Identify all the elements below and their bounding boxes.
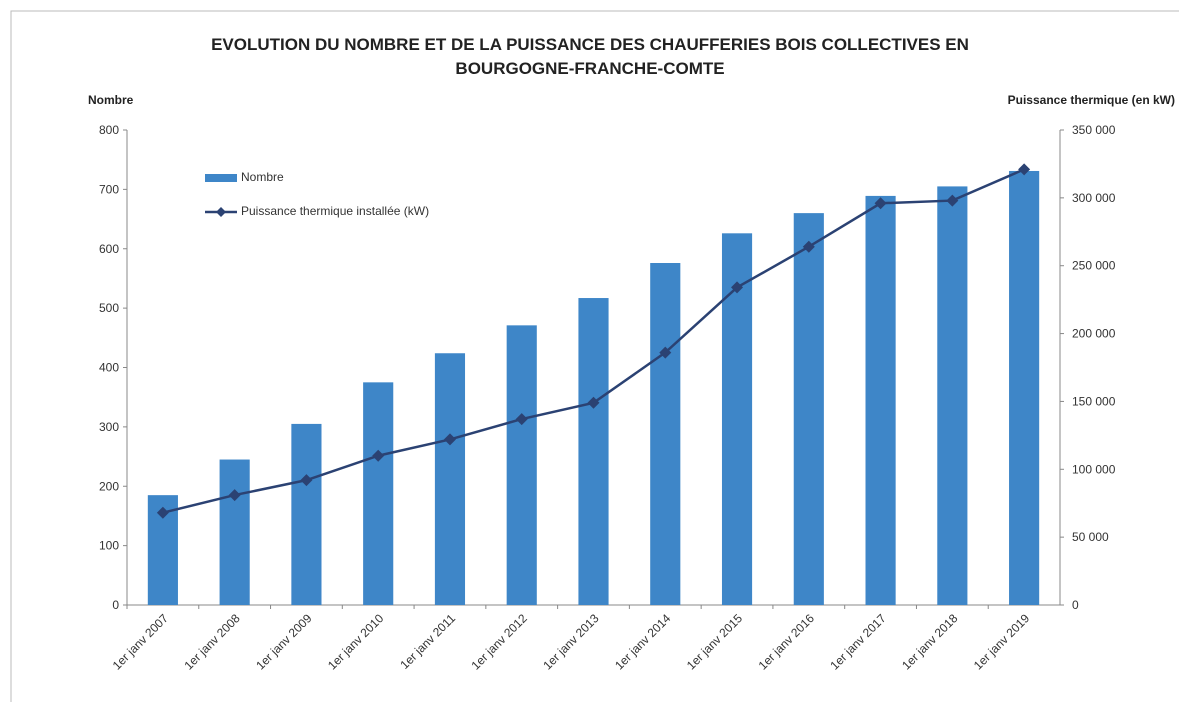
y-tick-label: 200 [99, 479, 119, 493]
y2-axis-label: Puissance thermique (en kW) [1008, 93, 1175, 107]
bar [937, 186, 968, 605]
legend-label: Nombre [241, 170, 284, 184]
marker [874, 197, 887, 210]
chart-title: BOURGOGNE-FRANCHE-COMTE [455, 59, 724, 78]
y2-tick-label: 200 000 [1072, 327, 1116, 341]
x-tick-label: 1er janv 2015 [684, 611, 746, 673]
marker [156, 506, 169, 519]
x-tick-label: 1er janv 2019 [971, 611, 1033, 673]
marker [443, 433, 456, 446]
bar [578, 298, 609, 605]
marker [659, 346, 672, 359]
y-tick-label: 600 [99, 242, 119, 256]
marker [372, 449, 385, 462]
bar [650, 263, 681, 605]
x-tick-label: 1er janv 2010 [325, 611, 387, 673]
y2-tick-label: 150 000 [1072, 394, 1116, 408]
marker [802, 240, 815, 253]
x-tick-label: 1er janv 2016 [756, 611, 818, 673]
y-tick-label: 700 [99, 182, 119, 196]
marker [731, 281, 744, 294]
y2-tick-label: 100 000 [1072, 462, 1116, 476]
y-tick-label: 300 [99, 420, 119, 434]
marker [1018, 163, 1031, 176]
x-tick-label: 1er janv 2007 [110, 611, 172, 673]
marker [587, 396, 600, 409]
x-tick-label: 1er janv 2018 [899, 611, 961, 673]
bar [363, 382, 394, 605]
y2-tick-label: 300 000 [1072, 191, 1116, 205]
chart-title: EVOLUTION DU NOMBRE ET DE LA PUISSANCE D… [211, 35, 969, 54]
marker [300, 474, 313, 487]
y-tick-label: 500 [99, 301, 119, 315]
x-tick-label: 1er janv 2014 [612, 611, 674, 673]
marker [515, 413, 528, 426]
frame [10, 10, 1179, 707]
legend-label: Puissance thermique installée (kW) [241, 204, 430, 218]
y-tick-label: 0 [112, 598, 119, 612]
y2-tick-label: 250 000 [1072, 259, 1116, 273]
x-tick-label: 1er janv 2009 [253, 611, 315, 673]
x-tick-label: 1er janv 2008 [181, 611, 243, 673]
y2-tick-label: 350 000 [1072, 123, 1116, 137]
y-tick-label: 400 [99, 361, 119, 375]
x-tick-label: 1er janv 2011 [397, 611, 458, 672]
y-tick-label: 100 [99, 539, 119, 553]
bar [434, 353, 466, 605]
legend-swatch [216, 207, 226, 217]
bar [291, 423, 322, 605]
bar [1009, 170, 1040, 605]
bar [865, 195, 896, 605]
bar [506, 325, 537, 605]
bar [219, 459, 250, 605]
y2-tick-label: 0 [1072, 598, 1079, 612]
x-tick-label: 1er janv 2017 [827, 611, 889, 673]
marker [228, 489, 241, 502]
y-axis-label: Nombre [88, 93, 134, 107]
y2-tick-label: 50 000 [1072, 530, 1109, 544]
legend-swatch [205, 174, 237, 182]
bar [793, 213, 824, 605]
x-tick-label: 1er janv 2012 [469, 611, 531, 673]
marker [946, 194, 959, 207]
x-tick-label: 1er janv 2013 [540, 611, 602, 673]
y-tick-label: 800 [99, 123, 119, 137]
